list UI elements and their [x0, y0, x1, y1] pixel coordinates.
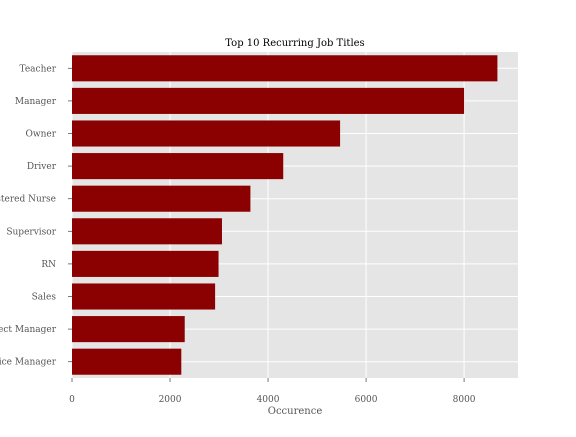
bar-sales — [72, 283, 216, 310]
bar-office-manager — [72, 348, 182, 375]
bar-manager — [72, 87, 465, 114]
x-tick-labels: 0 2000 4000 6000 8000 — [69, 378, 476, 405]
x-tick-label: 8000 — [453, 395, 476, 405]
bar-supervisor — [72, 218, 222, 245]
chart-title: Top 10 Recurring Job Titles — [225, 38, 364, 49]
bar-registered-nurse — [72, 185, 251, 212]
y-tick-labels: Teacher Manager Owner Driver Registered Nurs… — [0, 64, 72, 368]
y-tick-label: Sales — [32, 293, 57, 303]
x-tick-label: 2000 — [159, 395, 182, 405]
y-tick-label: Teacher — [20, 64, 57, 74]
bar-teacher — [72, 55, 498, 82]
x-tick-label: 0 — [69, 395, 75, 405]
y-tick-label: Project Manager — [0, 325, 57, 335]
bar-driver — [72, 153, 284, 180]
y-tick-label: Driver — [27, 162, 57, 172]
bar-rn — [72, 250, 219, 277]
y-tick-label: Office Manager — [0, 358, 57, 368]
x-tick-label: 6000 — [355, 395, 378, 405]
bars — [72, 55, 498, 375]
bar-project-manager — [72, 316, 185, 343]
bar-owner — [72, 120, 341, 147]
y-tick-label: RN — [41, 260, 56, 270]
y-tick-label: Owner — [25, 130, 56, 140]
y-tick-label: Supervisor — [6, 227, 56, 237]
y-tick-label: Registered Nurse — [0, 195, 56, 205]
x-tick-label: 4000 — [257, 395, 280, 405]
x-axis-label: Occurence — [268, 406, 323, 417]
y-tick-label: Manager — [15, 97, 57, 107]
